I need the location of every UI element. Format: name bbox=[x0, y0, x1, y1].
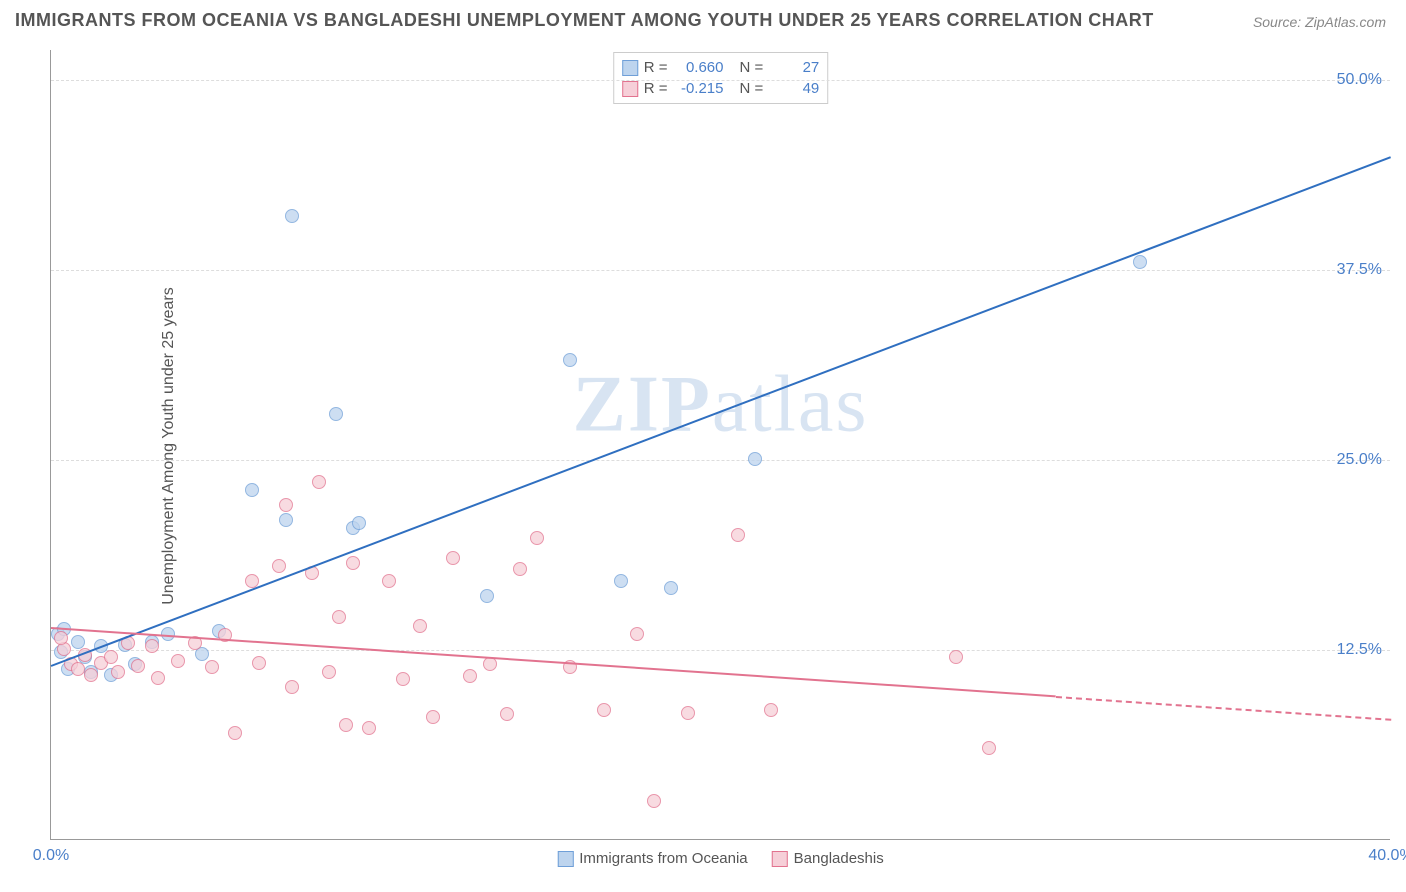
scatter-point bbox=[530, 531, 544, 545]
series-swatch bbox=[557, 851, 573, 867]
scatter-point bbox=[426, 710, 440, 724]
scatter-point bbox=[382, 574, 396, 588]
stat-r-label: R = bbox=[644, 59, 668, 76]
scatter-point bbox=[312, 475, 326, 489]
x-tick-label: 40.0% bbox=[1368, 847, 1406, 865]
scatter-point bbox=[252, 656, 266, 670]
scatter-point bbox=[446, 551, 460, 565]
scatter-point bbox=[681, 706, 695, 720]
scatter-point bbox=[748, 452, 762, 466]
scatter-point bbox=[664, 581, 678, 595]
scatter-point bbox=[396, 672, 410, 686]
stat-n-label: N = bbox=[740, 80, 764, 97]
scatter-point bbox=[171, 654, 185, 668]
scatter-point bbox=[480, 589, 494, 603]
legend-item: Bangladeshis bbox=[772, 850, 884, 867]
trend-line bbox=[1056, 696, 1391, 721]
stat-n-label: N = bbox=[740, 59, 764, 76]
legend-item: Immigrants from Oceania bbox=[557, 850, 747, 867]
series-swatch bbox=[622, 81, 638, 97]
y-tick-label: 37.5% bbox=[1337, 261, 1382, 279]
scatter-point bbox=[54, 631, 68, 645]
y-tick-label: 50.0% bbox=[1337, 71, 1382, 89]
scatter-point bbox=[151, 671, 165, 685]
scatter-point bbox=[346, 556, 360, 570]
stats-legend: R = 0.660 N = 27 R = -0.215 N = 49 bbox=[613, 52, 829, 104]
source-label: Source: ZipAtlas.com bbox=[1253, 14, 1386, 30]
scatter-point bbox=[71, 635, 85, 649]
scatter-point bbox=[71, 662, 85, 676]
gridline bbox=[51, 650, 1390, 651]
scatter-point bbox=[764, 703, 778, 717]
scatter-point bbox=[630, 627, 644, 641]
chart-title: IMMIGRANTS FROM OCEANIA VS BANGLADESHI U… bbox=[15, 10, 1154, 31]
series-swatch bbox=[772, 851, 788, 867]
scatter-point bbox=[614, 574, 628, 588]
scatter-point bbox=[500, 707, 514, 721]
scatter-point bbox=[205, 660, 219, 674]
scatter-point bbox=[145, 639, 159, 653]
scatter-point bbox=[322, 665, 336, 679]
plot-area: ZIPatlas R =0.660N =27R =-0.215N =49 Imm… bbox=[50, 50, 1390, 840]
scatter-point bbox=[362, 721, 376, 735]
scatter-point bbox=[413, 619, 427, 633]
scatter-point bbox=[84, 668, 98, 682]
legend-label: Bangladeshis bbox=[794, 850, 884, 867]
scatter-point bbox=[352, 516, 366, 530]
scatter-point bbox=[245, 483, 259, 497]
scatter-point bbox=[228, 726, 242, 740]
scatter-point bbox=[982, 741, 996, 755]
stats-row: R = 0.660 N = 27 bbox=[622, 57, 820, 78]
scatter-point bbox=[731, 528, 745, 542]
scatter-point bbox=[104, 650, 118, 664]
scatter-point bbox=[463, 669, 477, 683]
scatter-point bbox=[339, 718, 353, 732]
scatter-point bbox=[285, 209, 299, 223]
scatter-point bbox=[131, 659, 145, 673]
y-tick-label: 12.5% bbox=[1337, 641, 1382, 659]
scatter-point bbox=[329, 407, 343, 421]
scatter-point bbox=[949, 650, 963, 664]
gridline bbox=[51, 80, 1390, 81]
scatter-point bbox=[332, 610, 346, 624]
x-tick-label: 0.0% bbox=[33, 847, 69, 865]
scatter-point bbox=[111, 665, 125, 679]
scatter-point bbox=[279, 498, 293, 512]
series-swatch bbox=[622, 60, 638, 76]
scatter-point bbox=[563, 353, 577, 367]
trend-line bbox=[51, 156, 1392, 667]
scatter-point bbox=[483, 657, 497, 671]
scatter-point bbox=[597, 703, 611, 717]
scatter-point bbox=[647, 794, 661, 808]
stat-r-label: R = bbox=[644, 80, 668, 97]
stat-r-value: -0.215 bbox=[674, 80, 724, 97]
series-legend: Immigrants from Oceania Bangladeshis bbox=[557, 850, 883, 867]
stat-n-value: 27 bbox=[769, 59, 819, 76]
scatter-point bbox=[272, 559, 286, 573]
trend-line bbox=[51, 627, 1056, 697]
gridline bbox=[51, 270, 1390, 271]
scatter-point bbox=[513, 562, 527, 576]
stat-n-value: 49 bbox=[769, 80, 819, 97]
scatter-point bbox=[279, 513, 293, 527]
legend-label: Immigrants from Oceania bbox=[579, 850, 747, 867]
scatter-point bbox=[285, 680, 299, 694]
gridline bbox=[51, 460, 1390, 461]
y-tick-label: 25.0% bbox=[1337, 451, 1382, 469]
scatter-point bbox=[1133, 255, 1147, 269]
stat-r-value: 0.660 bbox=[674, 59, 724, 76]
